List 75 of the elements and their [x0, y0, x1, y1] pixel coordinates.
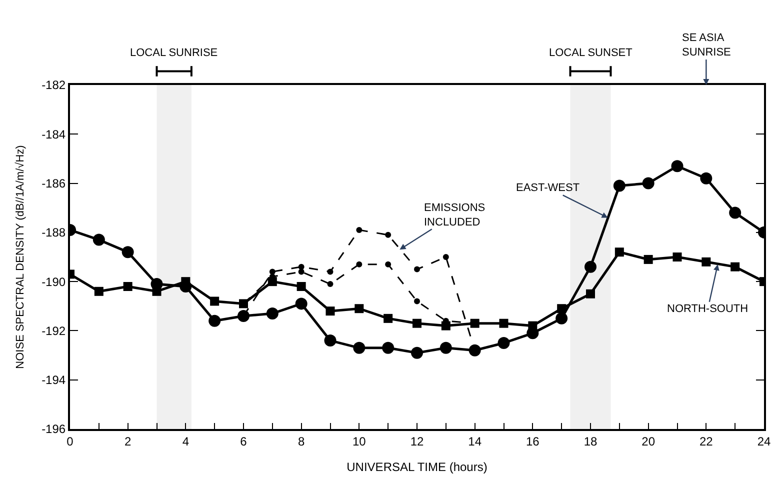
- point: [356, 226, 362, 233]
- y-tick-label: -188: [42, 226, 66, 240]
- point: [210, 296, 220, 306]
- point: [729, 206, 742, 219]
- point: [498, 337, 510, 349]
- y-tick-label: -186: [42, 176, 66, 190]
- point: [324, 334, 336, 347]
- point: [354, 304, 364, 314]
- point: [382, 342, 394, 354]
- point: [411, 346, 423, 359]
- point: [296, 282, 306, 291]
- point: [556, 312, 568, 324]
- x-tick-label: 16: [526, 434, 540, 448]
- point: [356, 261, 362, 268]
- point: [385, 261, 392, 268]
- x-tick-label: 0: [66, 434, 74, 448]
- y-tick-label: -182: [42, 78, 66, 92]
- point: [440, 342, 452, 354]
- point: [412, 318, 422, 328]
- point: [672, 252, 682, 262]
- point: [92, 234, 105, 246]
- point: [152, 286, 162, 296]
- y-tick-label: -190: [42, 274, 66, 289]
- band-label: LOCAL SUNSET: [549, 47, 633, 59]
- point: [327, 281, 334, 288]
- x-tick-label: 12: [410, 434, 424, 448]
- x-tick-label: 6: [240, 434, 248, 448]
- x-tick-label: 22: [699, 434, 714, 448]
- band-label: LOCAL SUNRISE: [130, 47, 218, 59]
- y-tick-label: -192: [42, 324, 66, 338]
- point: [702, 257, 711, 266]
- point: [644, 254, 653, 264]
- annotation: EMISSIONS INCLUDED: [424, 202, 486, 228]
- point: [94, 286, 104, 296]
- point: [266, 308, 278, 320]
- point: [326, 306, 335, 316]
- text: SE ASIA SUNRISE: [682, 32, 731, 58]
- point: [730, 262, 740, 272]
- point: [700, 172, 712, 184]
- x-tick-label: 24: [757, 434, 771, 448]
- point: [584, 260, 596, 273]
- point: [414, 298, 420, 304]
- y-tick-label: -196: [42, 422, 66, 436]
- x-tick-label: 18: [584, 434, 598, 448]
- point: [642, 177, 654, 190]
- point: [442, 254, 449, 260]
- x-tick-label: 10: [352, 434, 366, 448]
- point: [414, 266, 420, 272]
- annotation: NORTH-SOUTH: [667, 303, 748, 315]
- point: [327, 268, 334, 275]
- annotation: EAST-WEST: [516, 182, 580, 194]
- y-tick-label: -184: [42, 127, 66, 142]
- point: [557, 304, 566, 314]
- point: [671, 160, 684, 172]
- point: [384, 314, 393, 323]
- y-tick-label: -194: [42, 373, 66, 388]
- point: [614, 248, 624, 257]
- y-axis-title: NOISE SPECTRAL DENSITY (dB//1A/m/√Hz): [14, 145, 27, 369]
- point: [586, 289, 595, 298]
- point: [123, 282, 132, 291]
- point: [298, 268, 304, 275]
- point: [208, 314, 221, 327]
- point: [499, 318, 508, 328]
- x-tick-label: 4: [182, 434, 190, 448]
- x-tick-label: 20: [642, 434, 656, 448]
- x-tick-label: 2: [124, 434, 132, 448]
- x-tick-label: 8: [298, 434, 305, 448]
- x-axis-title: UNIVERSAL TIME (hours): [346, 460, 488, 474]
- point: [613, 180, 626, 192]
- point: [295, 298, 308, 310]
- point: [122, 246, 134, 258]
- point: [385, 232, 392, 238]
- point: [353, 342, 366, 354]
- x-tick-label: 14: [468, 434, 482, 448]
- point: [528, 321, 538, 330]
